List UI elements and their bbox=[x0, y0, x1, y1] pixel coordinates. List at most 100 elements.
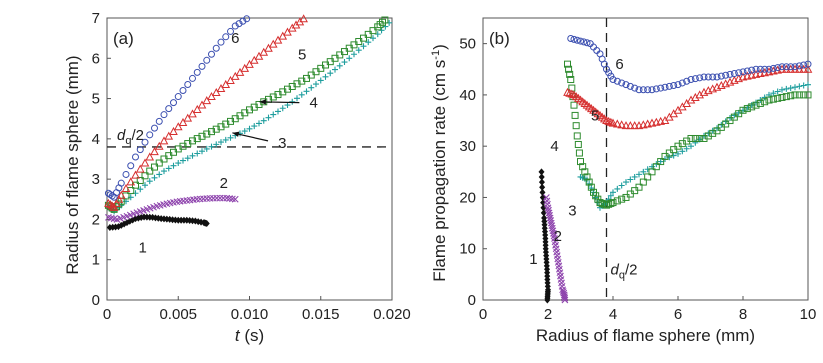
x-tick-label: 0.020 bbox=[373, 306, 411, 323]
data-point-3 bbox=[631, 173, 638, 180]
data-point-6 bbox=[756, 65, 764, 73]
data-point-3 bbox=[355, 47, 362, 54]
data-point-5 bbox=[565, 88, 575, 97]
data-point-6 bbox=[170, 99, 177, 107]
data-point-4 bbox=[564, 60, 571, 68]
data-point-5 bbox=[803, 64, 813, 73]
y-tick-label: 2 bbox=[92, 211, 100, 228]
series-1 bbox=[106, 213, 210, 231]
y-axis-label-close: ) bbox=[430, 44, 449, 50]
dq-half-label: dq/2 bbox=[117, 127, 144, 147]
data-point-4 bbox=[804, 91, 812, 99]
data-point-6 bbox=[696, 74, 704, 82]
data-point-5 bbox=[617, 120, 627, 129]
data-point-5 bbox=[126, 177, 136, 186]
data-point-6 bbox=[189, 74, 196, 82]
data-point-3 bbox=[303, 88, 310, 95]
data-point-6 bbox=[704, 73, 712, 81]
curve-label-1: 1 bbox=[529, 251, 537, 268]
dq-rest: /2 bbox=[625, 261, 638, 278]
data-point-6 bbox=[243, 15, 251, 23]
data-point-5 bbox=[104, 198, 113, 207]
y-axis-label: Radius of flame sphere (mm) bbox=[63, 55, 82, 274]
curve-label-4: 4 bbox=[550, 138, 558, 155]
data-point-3 bbox=[184, 155, 191, 162]
series-6 bbox=[104, 15, 251, 201]
data-point-2 bbox=[213, 194, 221, 202]
data-point-6 bbox=[748, 66, 756, 74]
data-point-6 bbox=[639, 86, 647, 94]
data-point-6 bbox=[155, 117, 163, 125]
curve-label-6: 6 bbox=[231, 30, 239, 47]
data-point-3 bbox=[256, 120, 262, 127]
data-point-4 bbox=[189, 137, 196, 145]
data-point-6 bbox=[795, 62, 803, 70]
data-point-4 bbox=[581, 168, 589, 176]
data-point-4 bbox=[155, 159, 163, 167]
data-point-5 bbox=[283, 27, 292, 36]
data-point-2 bbox=[219, 194, 227, 202]
y-axis-label-superscript: -1 bbox=[430, 50, 442, 60]
y-tick-label: 3 bbox=[92, 171, 100, 188]
dq-rest: /2 bbox=[131, 127, 144, 144]
data-point-4 bbox=[756, 99, 764, 107]
y-tick-label: 50 bbox=[459, 36, 476, 53]
curve-label-6: 6 bbox=[615, 56, 623, 73]
data-point-5 bbox=[630, 121, 640, 130]
y-tick-label: 0 bbox=[92, 292, 100, 309]
data-point-2 bbox=[561, 296, 569, 304]
data-point-3 bbox=[227, 134, 234, 141]
data-point-5 bbox=[621, 121, 631, 130]
data-point-3 bbox=[327, 70, 334, 77]
data-point-2 bbox=[548, 222, 556, 230]
data-point-3 bbox=[351, 51, 357, 58]
data-point-5 bbox=[604, 116, 614, 125]
data-point-6 bbox=[791, 63, 799, 71]
x-axis-label-symbol: t bbox=[235, 326, 241, 345]
data-point-3 bbox=[805, 81, 811, 88]
panel-b: 0 2 4 6 8 10 0 10 20 30 40 50 (b) Radius of flame sph… bbox=[430, 17, 816, 345]
data-point-6 bbox=[787, 63, 795, 71]
data-point-6 bbox=[618, 79, 626, 87]
data-point-5 bbox=[178, 117, 188, 126]
data-point-3 bbox=[246, 125, 253, 132]
data-point-5 bbox=[249, 55, 259, 64]
data-point-3 bbox=[180, 157, 186, 164]
curve-label-5: 5 bbox=[591, 107, 599, 124]
data-point-2 bbox=[547, 219, 555, 227]
data-point-5 bbox=[608, 118, 618, 127]
data-point-3 bbox=[683, 145, 690, 152]
data-point-4 bbox=[575, 149, 583, 157]
data-point-4 bbox=[583, 173, 591, 181]
data-point-3 bbox=[203, 145, 210, 152]
data-point-6 bbox=[165, 105, 173, 113]
data-point-4 bbox=[769, 95, 777, 103]
data-point-6 bbox=[730, 70, 738, 78]
data-point-6 bbox=[726, 70, 734, 78]
data-point-3 bbox=[688, 143, 694, 150]
panel-label: (b) bbox=[489, 29, 510, 48]
data-point-6 bbox=[122, 170, 130, 178]
data-point-5 bbox=[563, 87, 572, 96]
data-point-3 bbox=[618, 182, 625, 189]
data-point-5 bbox=[116, 190, 126, 199]
data-point-4 bbox=[572, 122, 580, 130]
data-point-5 bbox=[259, 47, 269, 56]
data-point-4 bbox=[609, 199, 617, 207]
data-point-1 bbox=[538, 173, 545, 181]
data-point-4 bbox=[364, 30, 372, 38]
data-point-6 bbox=[648, 86, 656, 94]
y-tick-label: 7 bbox=[92, 10, 100, 27]
data-point-1 bbox=[203, 219, 210, 227]
data-point-3 bbox=[298, 91, 305, 98]
data-point-3 bbox=[607, 192, 614, 199]
x-tick-label: 4 bbox=[609, 306, 617, 323]
data-point-5 bbox=[183, 113, 193, 122]
data-point-6 bbox=[239, 17, 247, 25]
data-point-6 bbox=[174, 93, 182, 101]
curve-label-3: 3 bbox=[568, 202, 576, 219]
data-point-3 bbox=[142, 182, 148, 189]
data-point-4 bbox=[571, 111, 579, 119]
series-5 bbox=[104, 14, 308, 211]
